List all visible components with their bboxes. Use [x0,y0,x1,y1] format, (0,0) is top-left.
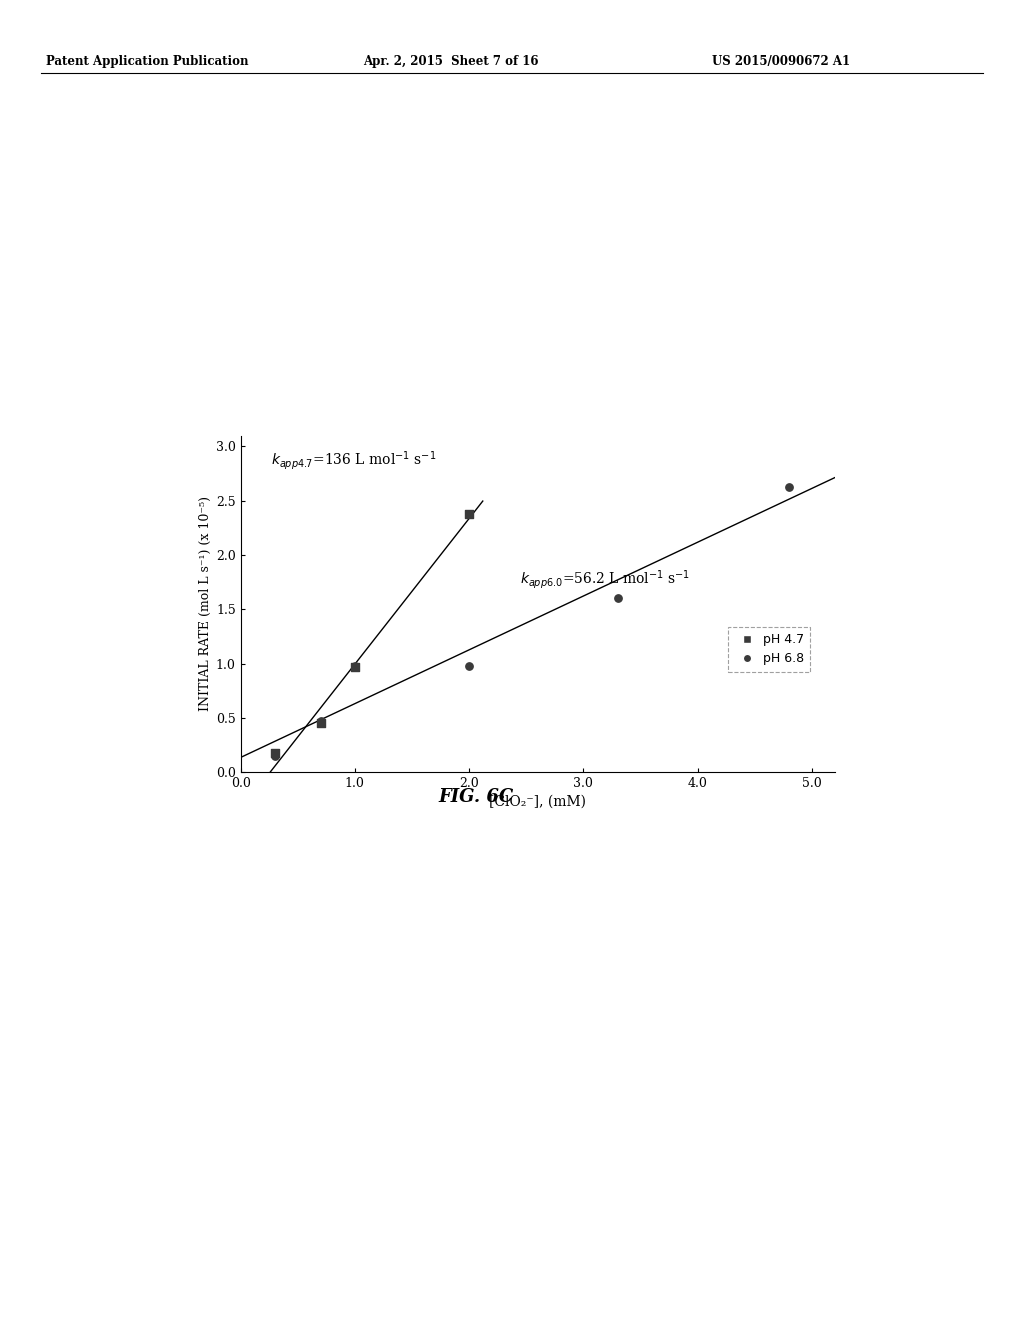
Point [609,587,626,609]
Point [347,655,364,676]
Point [266,746,283,767]
X-axis label: [ClO₂⁻], (mM): [ClO₂⁻], (mM) [489,795,586,808]
Text: $k_{app4.7}$=136 L mol$^{-1}$ s$^{-1}$: $k_{app4.7}$=136 L mol$^{-1}$ s$^{-1}$ [271,449,437,471]
Point [780,477,797,498]
Text: US 2015/0090672 A1: US 2015/0090672 A1 [712,55,850,69]
Y-axis label: INITIAL RATE (mol L s⁻¹) (x 10⁻⁵): INITIAL RATE (mol L s⁻¹) (x 10⁻⁵) [199,496,212,711]
Text: Patent Application Publication: Patent Application Publication [46,55,249,69]
Legend: pH 4.7, pH 6.8: pH 4.7, pH 6.8 [728,627,810,672]
Text: Apr. 2, 2015  Sheet 7 of 16: Apr. 2, 2015 Sheet 7 of 16 [364,55,539,69]
Point [266,742,283,763]
Point [312,713,329,734]
Point [461,655,477,676]
Text: FIG. 6C: FIG. 6C [438,788,514,807]
Point [347,656,364,677]
Text: $k_{app6.0}$=56.2 L mol$^{-1}$ s$^{-1}$: $k_{app6.0}$=56.2 L mol$^{-1}$ s$^{-1}$ [520,568,690,591]
Point [461,503,477,524]
Point [312,710,329,731]
